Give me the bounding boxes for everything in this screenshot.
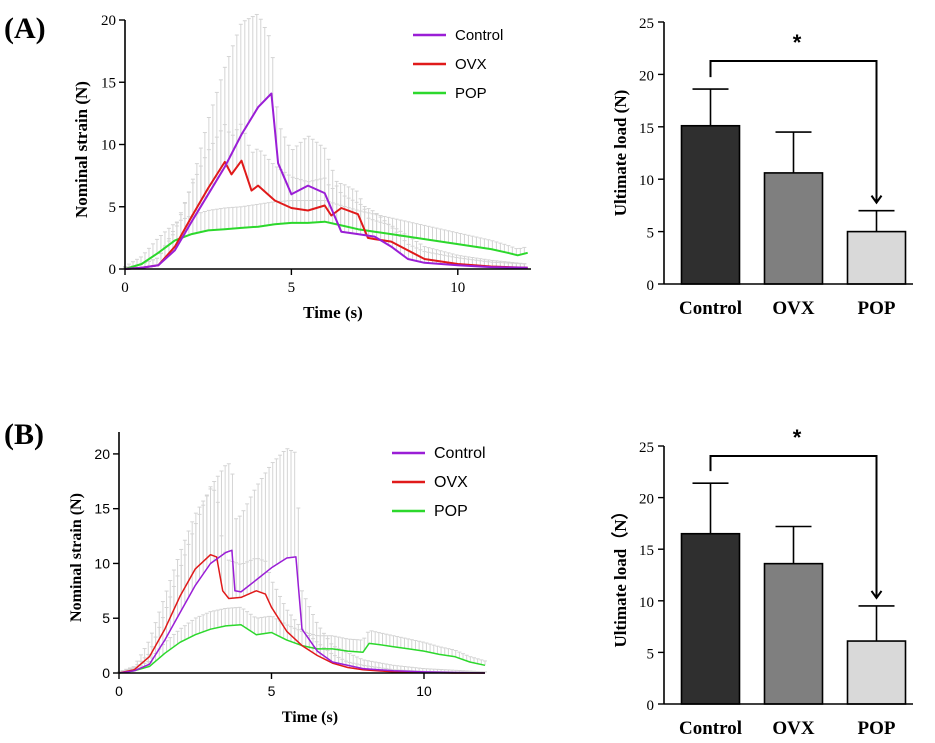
y-axis-label: Nominal strain (N) — [68, 493, 85, 622]
series-line-pop — [118, 624, 486, 674]
series-line-pop — [124, 220, 528, 270]
category-label-ovx: OVX — [772, 718, 815, 739]
category-label-ovx: OVX — [772, 298, 815, 319]
bar-control — [680, 532, 741, 705]
legend-label-pop: POP — [455, 85, 487, 102]
x-tick-label: 0 — [121, 280, 129, 296]
series-line-control — [118, 549, 486, 674]
y-tick-label: 25 — [639, 16, 654, 32]
y-tick-label: 10 — [94, 555, 110, 571]
category-label-pop: POP — [858, 298, 896, 319]
panel-label-b: (B) — [4, 418, 44, 451]
bar-ovx — [763, 172, 824, 285]
y-tick-label: 15 — [639, 121, 654, 137]
y-tick-label: 10 — [639, 595, 654, 611]
x-tick-label: 5 — [288, 280, 296, 296]
y-tick-label: 5 — [109, 200, 117, 216]
bar-control — [680, 124, 741, 285]
legend-label-ovx: OVX — [455, 56, 487, 73]
line-chart-a: 0 5 10 15 20 0 5 10 Time (s) Nominal strain (N) Co… — [72, 13, 531, 322]
y-tick-label: 0 — [647, 278, 655, 294]
panel-label-a: (A) — [4, 12, 46, 45]
y-tick-label: 0 — [109, 262, 117, 278]
bar-pop — [846, 640, 907, 705]
x-axis-label: Time (s) — [282, 709, 338, 726]
legend-label-control: Control — [455, 27, 503, 44]
y-tick-label: 10 — [101, 138, 116, 154]
category-label-control: Control — [679, 298, 742, 319]
bar-chart-a: Control OVX POP 0 5 10 15 20 25 Ultimate load (N)… — [611, 16, 913, 319]
y-tick-label: 15 — [639, 543, 654, 559]
y-tick-label: 5 — [647, 226, 655, 242]
series-line-ovx — [124, 159, 528, 270]
legend-label-pop: POP — [434, 503, 468, 520]
error-bars — [117, 448, 487, 673]
significance-star: * — [793, 425, 802, 450]
category-label-control: Control — [679, 718, 742, 739]
bar-chart-b: Control OVX POP 0 5 10 15 20 25 Ultimate load（N） * — [610, 425, 913, 739]
x-tick-label: 5 — [268, 683, 276, 699]
y-tick-label: 5 — [647, 646, 655, 662]
y-tick-label: 15 — [94, 501, 110, 517]
error-bars — [123, 13, 527, 269]
x-tick-label: 10 — [450, 280, 465, 296]
category-label-pop: POP — [858, 718, 896, 739]
line-chart-b: 0 5 10 15 20 0 5 10 Time (s) Nominal strain (N) Co… — [68, 432, 487, 726]
y-tick-label: 20 — [639, 68, 654, 84]
legend-label-ovx: OVX — [434, 474, 468, 491]
x-tick-label: 0 — [115, 683, 123, 699]
y-axis-label: Ultimate load（N） — [610, 503, 630, 648]
series-line-ovx — [118, 553, 485, 674]
bracket-arrow-icon — [870, 590, 883, 600]
legend-label-control: Control — [434, 445, 486, 462]
y-tick-label: 10 — [639, 173, 654, 189]
x-tick-label: 10 — [416, 683, 432, 699]
significance-bracket — [709, 455, 878, 598]
bar-ovx — [763, 562, 824, 705]
series-line-control — [124, 92, 528, 270]
y-axis-label: Ultimate load (N) — [611, 90, 630, 217]
y-tick-label: 15 — [101, 75, 116, 91]
significance-bracket — [709, 60, 878, 203]
y-axis-label: Nominal strain (N) — [72, 81, 91, 218]
y-tick-label: 20 — [101, 13, 116, 29]
y-tick-label: 20 — [94, 446, 110, 462]
y-tick-label: 25 — [639, 440, 654, 456]
y-tick-label: 5 — [102, 610, 110, 626]
bracket-arrow-icon — [870, 195, 883, 205]
x-axis-label: Time (s) — [303, 303, 363, 322]
bar-pop — [846, 230, 907, 285]
significance-star: * — [793, 30, 802, 55]
y-tick-label: 0 — [102, 665, 110, 681]
y-tick-label: 20 — [639, 492, 654, 508]
y-tick-label: 0 — [647, 698, 655, 714]
